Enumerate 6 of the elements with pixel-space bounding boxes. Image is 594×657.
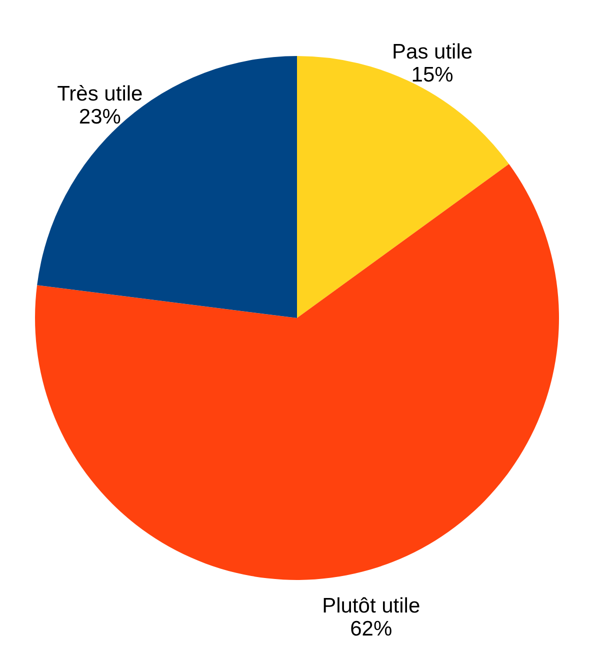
data-label: 23% <box>78 105 121 128</box>
slice-label: Pas utile <box>392 40 473 64</box>
data-label: 62% <box>350 618 392 641</box>
data-label: 15% <box>411 63 454 86</box>
slice-label: Plutôt utile <box>322 594 420 618</box>
slice-label: Très utile <box>57 82 143 106</box>
